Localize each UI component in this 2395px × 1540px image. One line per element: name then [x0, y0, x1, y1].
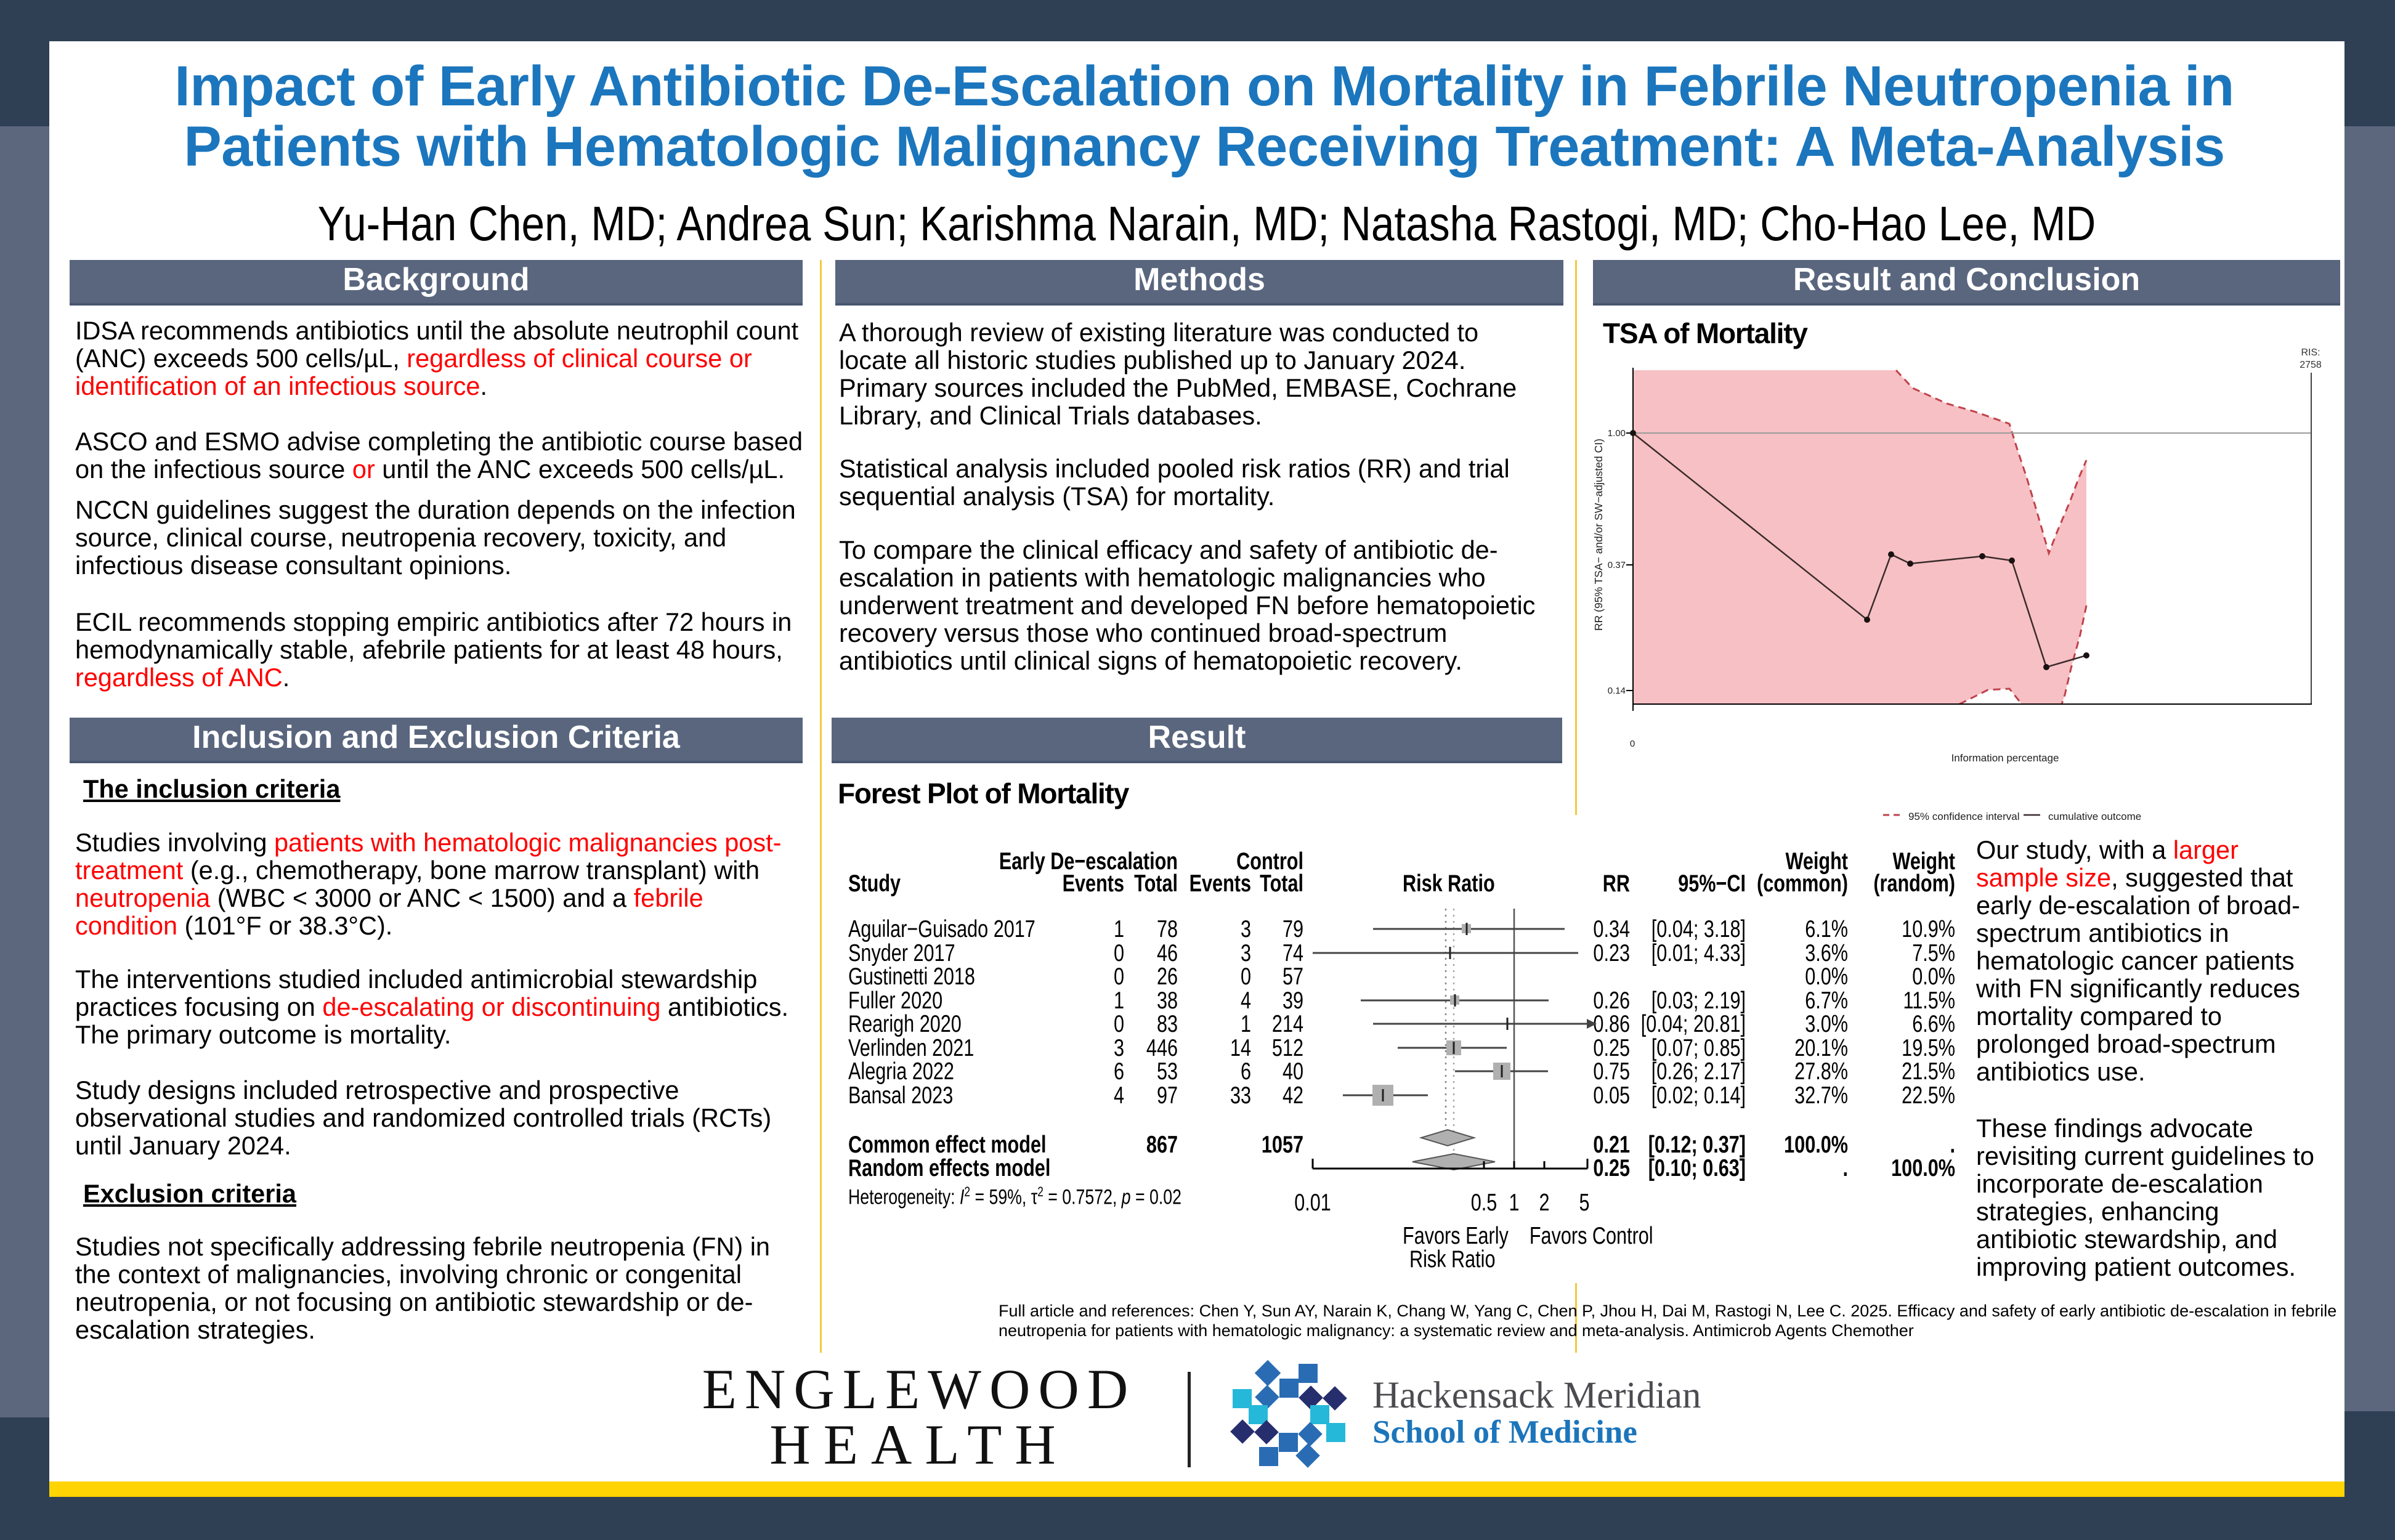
svg-text:95% confidence interval: 95% confidence interval [1908, 811, 2020, 822]
svg-text:Information percentage: Information percentage [1951, 752, 2059, 764]
svg-text:0: 0 [1630, 739, 1635, 749]
svg-text:0.37: 0.37 [1608, 560, 1626, 570]
svg-text:RIS:: RIS: [2301, 347, 2320, 358]
svg-text:1.00: 1.00 [1608, 428, 1626, 439]
svg-text:RR (95% TSA− and/or SW−adjuste: RR (95% TSA− and/or SW−adjusted CI) [1592, 439, 1605, 631]
svg-text:2758: 2758 [2300, 360, 2322, 370]
svg-text:0.14: 0.14 [1608, 686, 1626, 696]
svg-text:cumulative outcome: cumulative outcome [2048, 811, 2141, 822]
